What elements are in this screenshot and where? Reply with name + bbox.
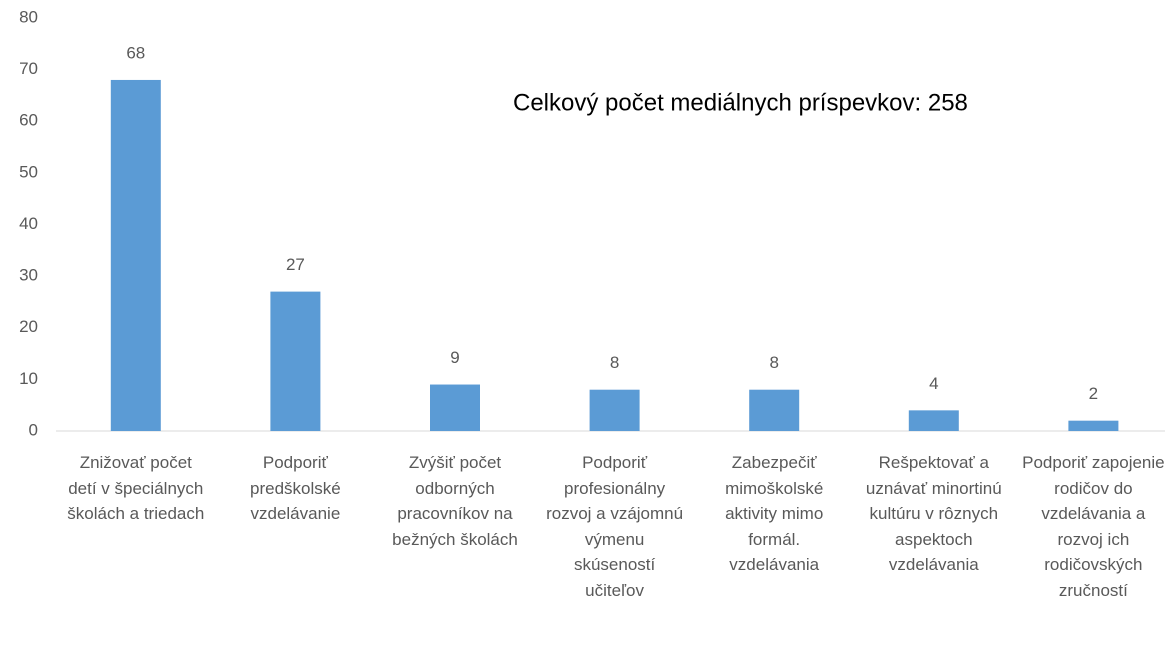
x-tick-label: Podporiť profesionálny rozvoj a vzájomnú…	[546, 453, 684, 600]
y-tick-label: 70	[19, 59, 38, 78]
y-tick-label: 40	[19, 214, 38, 233]
data-label: 8	[769, 353, 778, 372]
y-tick-label: 60	[19, 111, 38, 130]
x-tick-label: Zabezpečiť mimoškolské aktivity mimo for…	[725, 453, 824, 574]
y-tick-label: 20	[19, 317, 38, 336]
x-tick-label: Podporiť zapojenie rodičov do vzdelávani…	[1022, 453, 1165, 600]
data-label: 9	[450, 348, 459, 367]
data-label: 68	[126, 43, 145, 62]
y-tick-label: 0	[29, 420, 38, 439]
x-tick-label: Rešpektovať a uznávať minortinú kultúru …	[865, 453, 1002, 574]
data-label: 27	[286, 255, 305, 274]
bar	[110, 79, 161, 431]
bar	[589, 389, 640, 431]
x-tick-label: Zvýšiť počet odborných pracovníkov na be…	[392, 453, 518, 549]
x-tick-label: Znižovať počet detí v špeciálnych školác…	[67, 453, 205, 523]
bar	[1068, 420, 1119, 431]
data-label: 4	[929, 374, 938, 393]
bar	[908, 410, 959, 431]
data-label: 2	[1089, 384, 1098, 403]
bar	[270, 291, 321, 431]
data-label: 8	[610, 353, 619, 372]
y-tick-label: 80	[19, 7, 38, 26]
y-tick-label: 10	[19, 369, 38, 388]
bar	[749, 389, 800, 431]
bar	[430, 384, 480, 431]
annotation: Celkový počet mediálnych príspevkov: 258	[513, 89, 968, 116]
y-tick-label: 30	[19, 266, 38, 285]
x-tick-label: Podporiť predškolské vzdelávanie	[250, 453, 341, 523]
y-tick-label: 50	[19, 162, 38, 181]
